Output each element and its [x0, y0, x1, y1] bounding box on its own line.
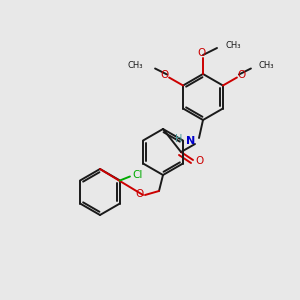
Text: O: O: [160, 70, 168, 80]
Text: CH₃: CH₃: [128, 61, 143, 70]
Text: CH₃: CH₃: [259, 61, 274, 70]
Text: O: O: [197, 48, 205, 58]
Text: CH₃: CH₃: [225, 40, 241, 50]
Text: N: N: [186, 136, 196, 146]
Text: O: O: [136, 189, 144, 199]
Text: H: H: [175, 134, 183, 144]
Text: O: O: [238, 70, 246, 80]
Text: O: O: [195, 156, 203, 166]
Text: Cl: Cl: [133, 169, 143, 179]
